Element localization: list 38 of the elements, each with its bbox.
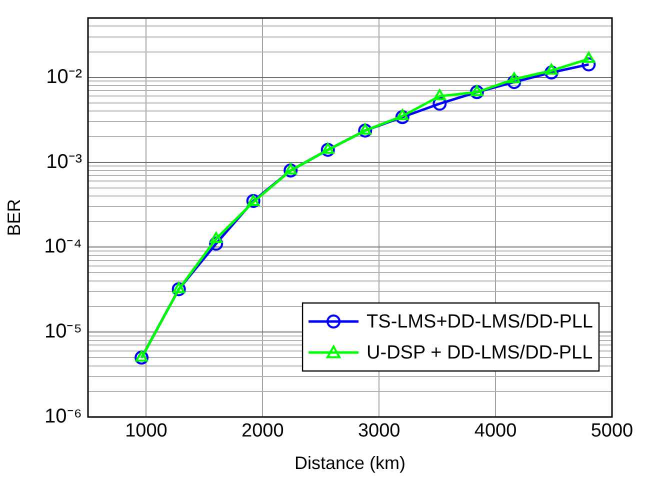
legend-label: U-DSP + DD-LMS/DD-PLL — [366, 342, 593, 364]
point — [358, 124, 372, 138]
x-tick-label: 3000 — [358, 420, 400, 442]
y-tick-label: 10⁻² — [46, 66, 82, 88]
point — [508, 72, 520, 84]
y-tick-label: 10⁻⁶ — [44, 406, 82, 428]
point — [172, 282, 186, 294]
point — [470, 85, 484, 100]
point — [396, 109, 409, 120]
point — [545, 64, 558, 75]
point — [135, 350, 148, 362]
point — [284, 163, 298, 178]
y-tick-label: 10⁻⁵ — [44, 320, 82, 343]
y-tick-label: 10⁻⁴ — [44, 236, 82, 258]
point — [582, 52, 595, 63]
legend-label: TS-LMS+DD-LMS/DD-PLL — [366, 312, 594, 333]
point — [470, 85, 484, 96]
point — [358, 124, 372, 135]
point — [433, 89, 446, 100]
point — [582, 57, 596, 72]
y-tick-label: 10⁻³ — [46, 150, 82, 173]
point — [320, 142, 335, 157]
point — [432, 96, 447, 111]
point — [395, 110, 410, 124]
point — [322, 142, 334, 154]
point — [172, 282, 186, 296]
point — [210, 232, 222, 243]
x-tick-label: 5000 — [590, 420, 634, 442]
x-tick-label: 4000 — [474, 420, 517, 442]
x-tick-label: 1000 — [125, 420, 168, 442]
y-axis-title: BER — [4, 198, 24, 236]
x-axis-title: Distance (km) — [294, 453, 406, 474]
x-tick-label: 2000 — [242, 420, 284, 442]
point — [134, 350, 149, 365]
point — [209, 236, 224, 251]
point — [284, 163, 297, 174]
point — [507, 75, 522, 90]
point — [544, 66, 558, 80]
